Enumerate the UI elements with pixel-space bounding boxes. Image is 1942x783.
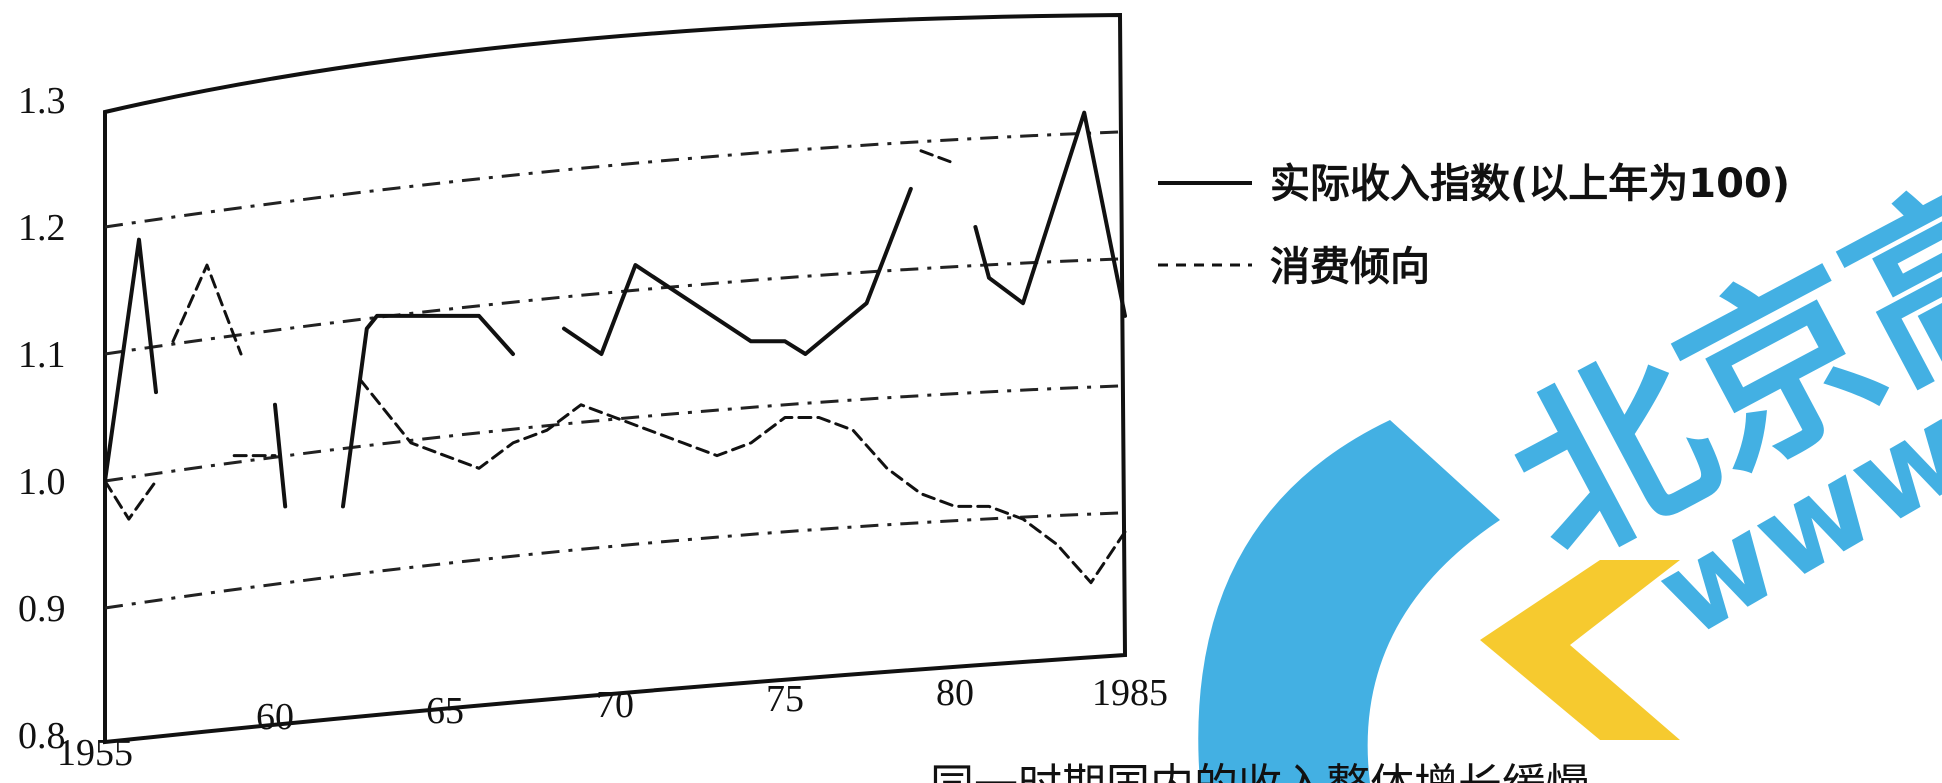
income-line-segment xyxy=(973,110,1127,318)
y-axis-ticks: 0.8 0.9 1.0 1.1 1.2 1.3 xyxy=(18,80,66,757)
y-tick-label: 1.2 xyxy=(18,207,66,249)
income-line-segment xyxy=(273,402,288,509)
x-tick-label: 70 xyxy=(596,684,634,726)
series-layer xyxy=(103,110,1127,585)
x-tick-label: 1955 xyxy=(57,732,133,774)
x-tick-label: 80 xyxy=(936,672,974,714)
x-tick-label: 75 xyxy=(766,678,804,720)
series-consumption-propensity xyxy=(103,149,1127,585)
consumption-line-segment xyxy=(358,377,1127,585)
x-tick-label: 1985 xyxy=(1092,672,1168,714)
legend-item-dashed: 消费倾向 xyxy=(1158,244,1430,290)
grid-line xyxy=(104,130,1126,229)
watermark: 北京高 www.g xyxy=(1198,137,1942,783)
y-tick-label: 1.1 xyxy=(18,334,66,376)
plot-frame xyxy=(103,12,1128,745)
income-line-segment xyxy=(103,237,158,483)
grid-line xyxy=(104,257,1126,356)
x-tick-label: 60 xyxy=(256,696,294,738)
grid xyxy=(104,130,1126,610)
y-tick-label: 0.8 xyxy=(18,715,66,757)
y-tick-label: 0.9 xyxy=(18,588,66,630)
watermark-yellow-chevron xyxy=(1480,560,1680,740)
grid-line xyxy=(104,384,1126,483)
caption-fragment: 同一时期国内的收入整体增长缓慢 xyxy=(930,760,1590,783)
y-tick-label: 1.3 xyxy=(18,80,66,122)
legend-label-income: 实际收入指数(以上年为100) xyxy=(1270,161,1790,207)
legend-item-solid: 实际收入指数(以上年为100) xyxy=(1158,161,1790,207)
y-tick-label: 1.0 xyxy=(18,461,66,503)
consumption-line-segment xyxy=(103,479,158,521)
legend: 实际收入指数(以上年为100) 消费倾向 xyxy=(1158,161,1790,290)
series-income-index xyxy=(103,110,1127,509)
income-line-segment xyxy=(341,313,515,509)
watermark-blue-swoosh xyxy=(1198,420,1500,783)
x-tick-label: 65 xyxy=(426,690,464,732)
grid-line xyxy=(104,511,1126,610)
legend-label-consumption: 消费倾向 xyxy=(1270,244,1430,290)
income-line-segment xyxy=(562,186,913,356)
consumption-line-segment xyxy=(171,263,243,356)
x-axis-ticks: 1955 60 65 70 75 80 1985 xyxy=(57,672,1168,774)
consumption-line-segment xyxy=(919,149,957,165)
